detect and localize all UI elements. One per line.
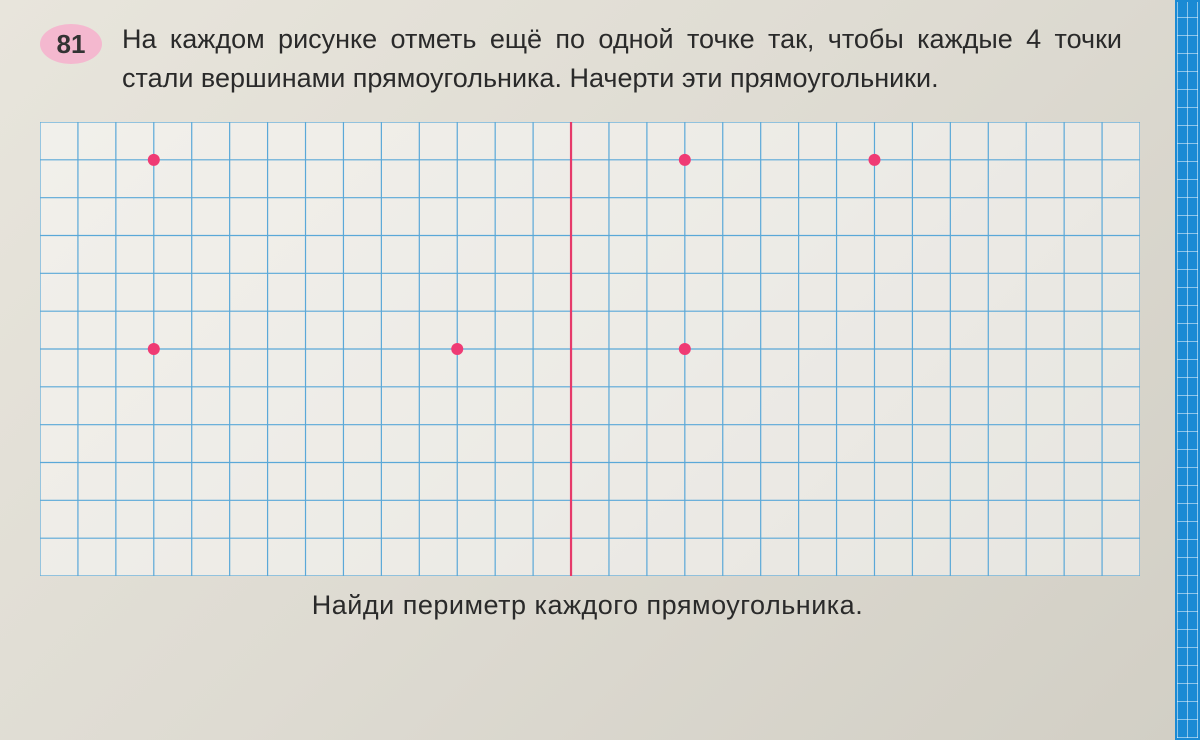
grid-point (148, 343, 160, 355)
grid-point (451, 343, 463, 355)
footer-question: Найди периметр каждого прямоугольника. (40, 590, 1135, 621)
grid-svg (40, 122, 1140, 576)
grid-point (148, 154, 160, 166)
grid-area (40, 122, 1140, 576)
grid-point (679, 343, 691, 355)
problem-number-badge: 81 (40, 24, 102, 64)
notebook-edge-strip (1175, 0, 1200, 740)
grid-point (868, 154, 880, 166)
problem-text: На каждом рисунке отметь ещё по одной то… (122, 20, 1122, 98)
page: 81 На каждом рисунке отметь ещё по одной… (0, 0, 1175, 740)
grid-point (679, 154, 691, 166)
problem-header: 81 На каждом рисунке отметь ещё по одной… (40, 20, 1135, 98)
